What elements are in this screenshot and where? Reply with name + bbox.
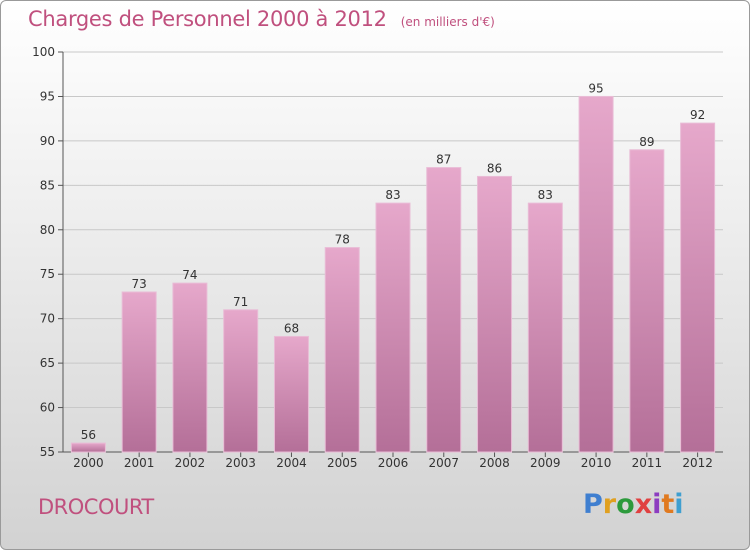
x-tick-label: 2007 — [428, 456, 459, 470]
y-tick-label: 80 — [40, 223, 55, 237]
x-tick-label: 2004 — [276, 456, 307, 470]
data-label-2012: 92 — [690, 108, 705, 122]
bar-2012 — [680, 122, 716, 453]
title-row: Charges de Personnel 2000 à 2012 (en mill… — [28, 7, 495, 31]
data-label-2010: 95 — [588, 81, 603, 95]
x-tick-label: 2005 — [327, 456, 358, 470]
logo-letter: r — [602, 489, 617, 520]
y-tick-label: 75 — [40, 267, 55, 281]
x-tick-label: 2012 — [682, 456, 713, 470]
bar-2005 — [324, 247, 360, 453]
axes: 55 60 65 70 75 80 85 90 95 100 2000 2001 2002 2003 200… — [32, 45, 723, 470]
bar-2008 — [477, 175, 513, 453]
x-tick-label: 2003 — [225, 456, 256, 470]
bar-2007 — [426, 167, 462, 453]
x-tick-label: 2009 — [530, 456, 561, 470]
bar-2011 — [629, 149, 665, 453]
bars — [70, 95, 716, 453]
logo-letter: o — [616, 489, 635, 520]
y-tick-label: 60 — [40, 401, 55, 415]
bar-2009 — [527, 202, 563, 453]
y-tick-label: 70 — [40, 312, 55, 326]
x-tick-label: 2001 — [124, 456, 155, 470]
data-labels: 56 73 74 71 68 78 83 87 86 83 95 89 92 — [81, 81, 706, 442]
commune-name: DROCOURT — [38, 495, 154, 519]
data-label-2005: 78 — [335, 233, 350, 247]
logo-letter: i — [674, 489, 684, 520]
bar-2006 — [375, 202, 411, 453]
data-label-2007: 87 — [436, 153, 451, 167]
data-label-2000: 56 — [81, 428, 96, 442]
x-tick-label: 2008 — [479, 456, 510, 470]
data-label-2001: 73 — [132, 277, 147, 291]
bar-2001 — [121, 291, 157, 453]
logo-letter: i — [652, 489, 662, 520]
x-tick-label: 2011 — [632, 456, 663, 470]
bar-2003 — [223, 309, 259, 453]
y-tick-label: 85 — [40, 178, 55, 192]
bar-2004 — [273, 335, 309, 453]
bar-2010 — [578, 95, 614, 453]
data-label-2002: 74 — [182, 268, 197, 282]
data-label-2006: 83 — [385, 188, 400, 202]
x-tick-label: 2006 — [378, 456, 409, 470]
x-tick-label: 2002 — [175, 456, 206, 470]
y-tick-label: 100 — [32, 45, 55, 59]
data-label-2008: 86 — [487, 161, 502, 175]
logo-letter: P — [583, 489, 603, 520]
x-tick-label: 2000 — [73, 456, 104, 470]
proxiti-logo: Proxiti — [583, 489, 684, 520]
data-label-2003: 71 — [233, 295, 248, 309]
y-tick-label: 55 — [40, 445, 55, 459]
logo-letter: x — [634, 489, 653, 520]
data-label-2009: 83 — [538, 188, 553, 202]
data-label-2004: 68 — [284, 321, 299, 335]
y-tick-label: 95 — [40, 89, 55, 103]
y-tick-label: 90 — [40, 134, 55, 148]
y-tick-label: 65 — [40, 356, 55, 370]
chart-title: Charges de Personnel 2000 à 2012 — [28, 7, 387, 31]
x-tick-label: 2010 — [581, 456, 612, 470]
logo-letter: t — [661, 489, 675, 520]
data-label-2011: 89 — [639, 135, 654, 149]
bar-2002 — [172, 282, 208, 453]
bar-2000 — [70, 442, 106, 453]
chart-subtitle: (en milliers d'€) — [400, 15, 495, 29]
